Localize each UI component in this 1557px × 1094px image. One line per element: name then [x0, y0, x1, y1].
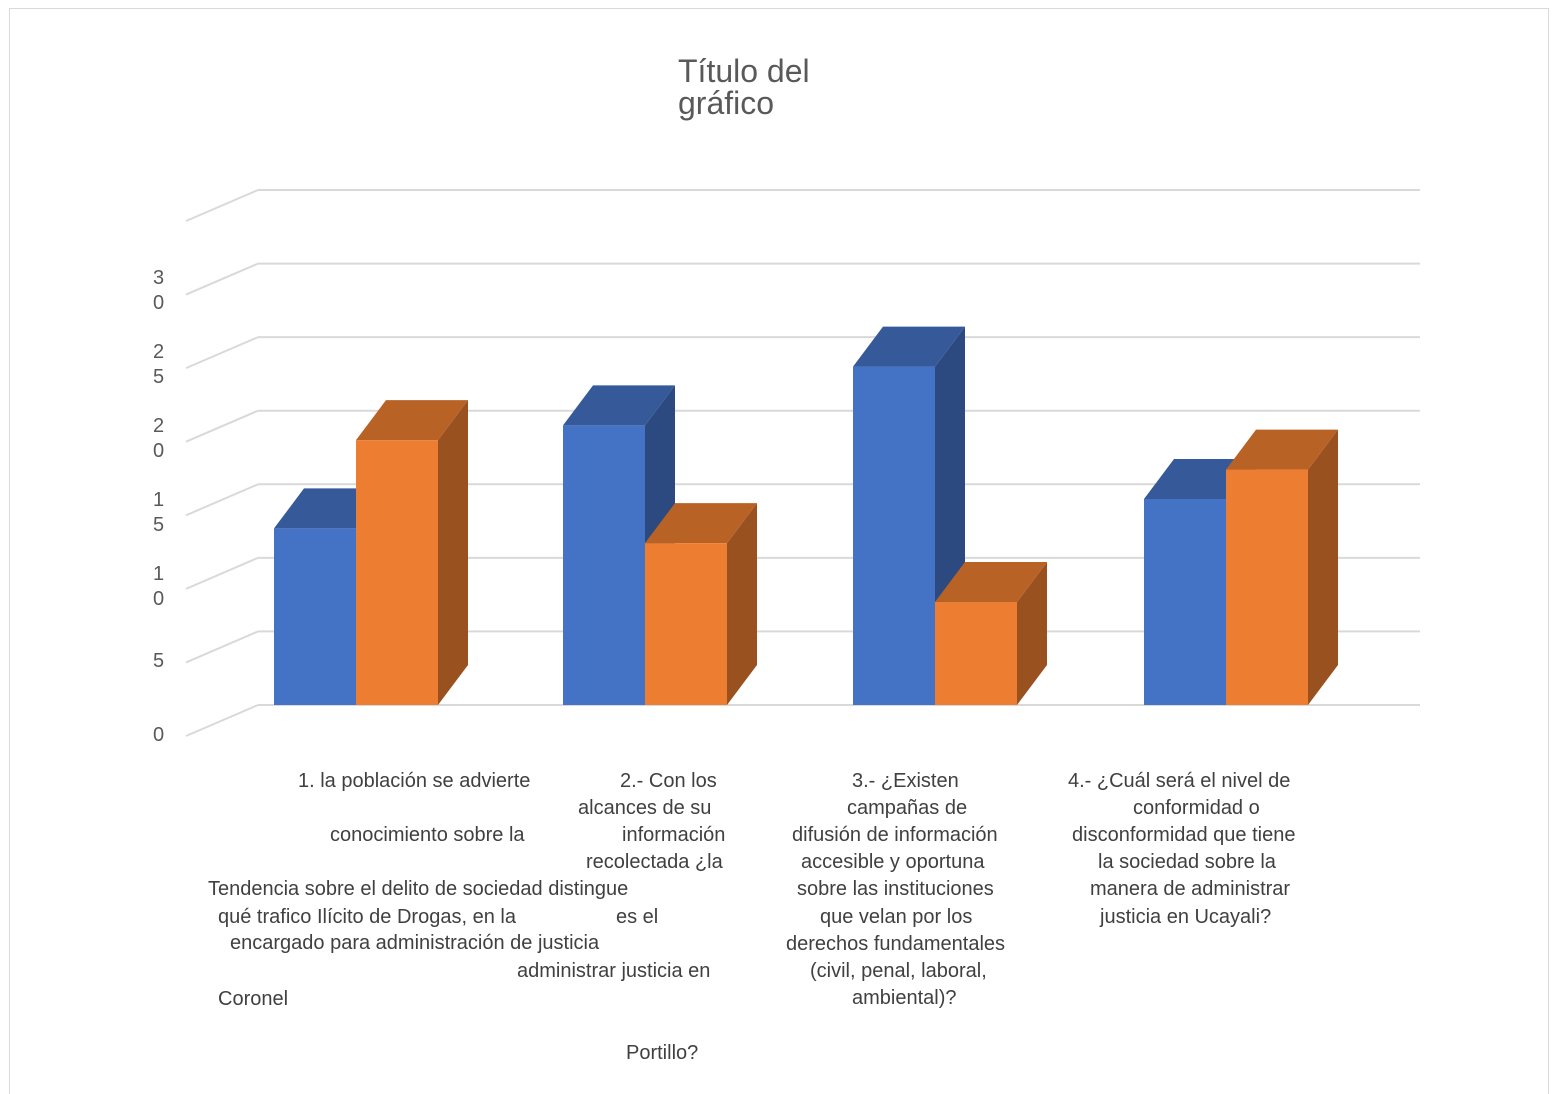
bars — [274, 326, 1338, 705]
bar-top-s2-c3 — [935, 562, 1047, 602]
y-tick-label: 2 — [153, 415, 164, 437]
chart-frame — [9, 8, 1549, 1094]
x-tick-label-1-line-6: Coronel — [218, 988, 289, 1010]
x-tick-label-3-line-4: accesible y oportuna — [801, 851, 985, 873]
bar-s1-c4 — [1144, 499, 1226, 705]
gridline-depth-20 — [185, 409, 259, 443]
x-tick-label-3-line-3: difusión de información — [792, 824, 998, 846]
y-tick-label: 2 — [153, 341, 164, 363]
x-tick-label-1-line-2: conocimiento sobre la — [330, 824, 525, 846]
x-tick-label-3-line-6: que velan por los — [820, 906, 973, 928]
x-tick-label-4-line-2: conformidad o — [1133, 797, 1260, 819]
x-tick-label-3-line-7: derechos fundamentales — [786, 933, 1006, 955]
x-tick-label-2-line-4: recolectada ¿la — [586, 851, 723, 873]
y-tick-label: 0 — [153, 292, 164, 314]
y-tick-label: 1 — [153, 563, 164, 585]
x-tick-label-1-line-5: encargado para administración de justici… — [230, 932, 600, 954]
bar-top-s2-c2 — [645, 503, 757, 544]
x-tick-label-2-line-3: información — [622, 824, 726, 846]
y-tick-label: 5 — [153, 514, 164, 536]
bar-s1-c1 — [274, 528, 356, 705]
gridline-depth-30 — [185, 262, 259, 296]
x-tick-label-4-line-4: la sociedad sobre la — [1098, 851, 1276, 873]
gridline-depth-0 — [185, 704, 259, 737]
y-tick-label: 1 — [153, 489, 164, 511]
bar-s2-c3 — [935, 602, 1017, 705]
x-tick-label-2-line-6: Portillo? — [626, 1042, 699, 1064]
x-tick-label-4-line-3: disconformidad que tiene — [1072, 824, 1296, 846]
x-tick-label-2-line-2: alcances de su — [578, 797, 712, 819]
y-tick-label: 0 — [153, 440, 164, 462]
gridline-depth-25 — [185, 336, 259, 370]
x-tick-label-2-line-5: administrar justicia en — [517, 960, 711, 982]
y-tick-label: 5 — [153, 650, 164, 672]
gridline-depth-5 — [185, 630, 259, 664]
x-tick-label-4-line-1: 4.- ¿Cuál será el nivel de — [1068, 770, 1291, 792]
bar-s2-c4 — [1226, 469, 1308, 705]
gridline-depth-35 — [185, 189, 259, 222]
x-tick-label-2-line-1: 2.- Con los — [620, 770, 717, 792]
x-tick-label-1-line-4: qué trafico Ilícito de Drogas, en la es … — [218, 906, 659, 928]
bar-side-s2-c4 — [1308, 429, 1338, 705]
x-tick-label-3-line-8: (civil, penal, laboral, — [810, 960, 987, 982]
y-tick-label: 5 — [153, 366, 164, 388]
y-tick-label: 0 — [153, 724, 164, 746]
bar-side-s2-c1 — [438, 400, 468, 705]
y-tick-label: 3 — [153, 267, 164, 289]
bar-top-s2-c1 — [356, 400, 468, 441]
bar-top-s1-c2 — [563, 385, 675, 426]
x-tick-label-3-line-5: sobre las instituciones — [797, 878, 994, 900]
bar-top-s2-c4 — [1226, 429, 1338, 470]
x-tick-label-4-line-6: justicia en Ucayali? — [1100, 906, 1272, 928]
x-tick-label-3-line-9: ambiental)? — [852, 987, 957, 1009]
chart-title: Título del gráfico — [678, 55, 810, 121]
gridline-depth-15 — [185, 483, 259, 517]
x-tick-label-1-line-3: Tendencia sobre el delito de sociedad di… — [208, 878, 629, 900]
bar-s2-c1 — [356, 440, 438, 705]
x-tick-label-3-line-1: 3.- ¿Existen — [852, 770, 959, 792]
bar-side-s2-c2 — [727, 503, 757, 705]
bar-s1-c3 — [853, 366, 935, 705]
bar-top-s1-c3 — [853, 326, 965, 367]
bar-s1-c2 — [563, 425, 645, 705]
y-tick-label: 0 — [153, 588, 164, 610]
x-tick-label-1-line-1: 1. la población se advierte — [298, 770, 531, 792]
x-tick-label-4-line-5: manera de administrar — [1090, 878, 1291, 900]
gridline-depth-10 — [185, 556, 259, 590]
bar-side-s2-c3 — [1017, 562, 1047, 705]
x-tick-label-3-line-2: campañas de — [847, 797, 968, 819]
bar-s2-c2 — [645, 543, 727, 705]
